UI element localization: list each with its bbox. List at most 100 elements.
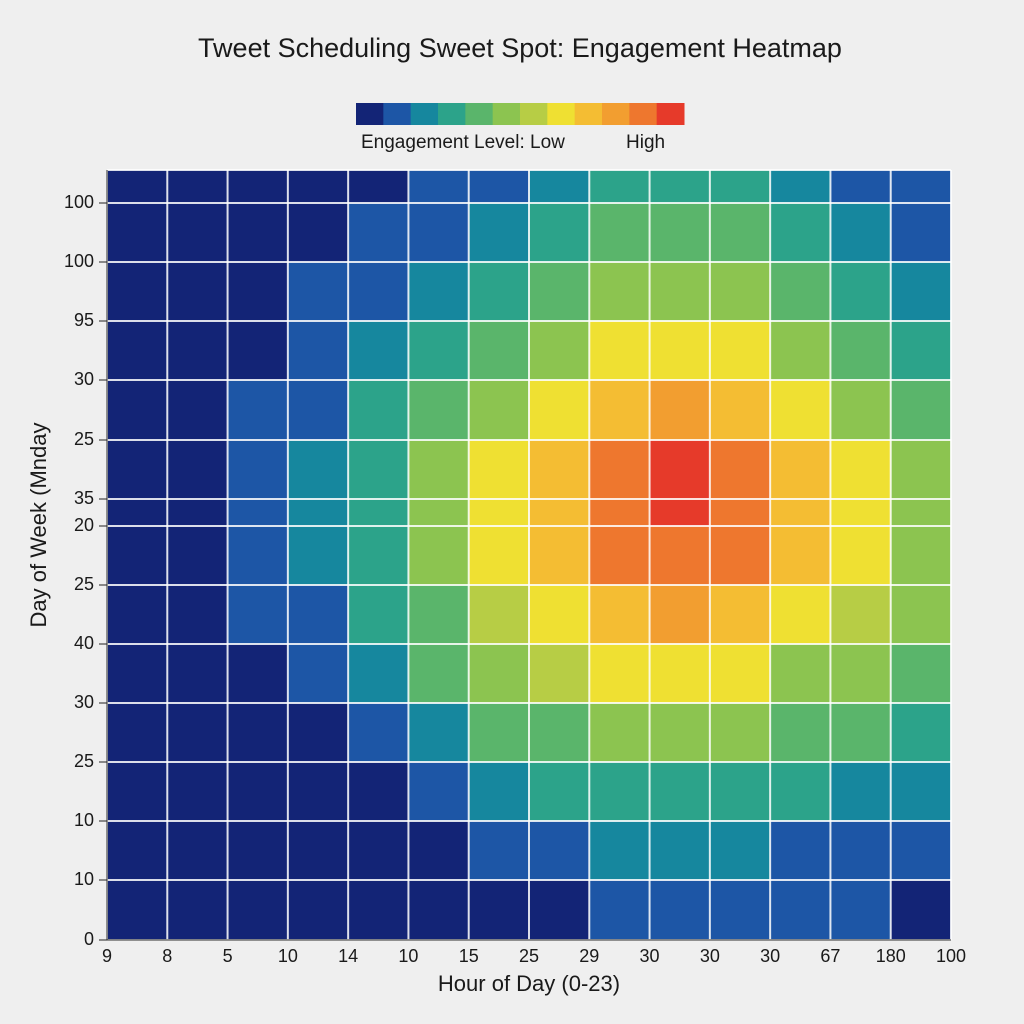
heatmap-cell xyxy=(890,585,951,644)
heatmap-cell xyxy=(709,499,771,526)
heatmap-cell xyxy=(589,703,650,762)
heatmap-cell xyxy=(770,585,831,644)
heatmap-cell xyxy=(649,880,710,940)
heatmap-cell xyxy=(589,262,650,321)
heatmap-cell xyxy=(287,380,349,440)
heatmap-cell xyxy=(167,644,228,703)
heatmap-cell xyxy=(468,321,529,380)
heatmap-cell xyxy=(287,203,349,262)
colorbar-swatch xyxy=(356,103,384,125)
heatmap-cell xyxy=(227,703,288,762)
heatmap-cell xyxy=(589,526,650,585)
heatmap-cell xyxy=(167,526,228,585)
heatmap-cell xyxy=(348,526,409,585)
legend-low-label: Engagement Level: Low xyxy=(361,132,565,153)
heatmap-cell xyxy=(709,821,771,880)
heatmap-cell xyxy=(649,644,710,703)
heatmap-cell xyxy=(830,762,891,821)
heatmap-cell xyxy=(589,203,650,262)
heatmap-cell xyxy=(830,170,891,203)
heatmap-cell xyxy=(167,203,228,262)
heatmap-cell xyxy=(830,821,891,880)
legend-high-label: High xyxy=(626,132,665,153)
heatmap-cell xyxy=(408,880,469,940)
heatmap-cell xyxy=(107,526,168,585)
heatmap-cell xyxy=(890,644,951,703)
heatmap-cell xyxy=(227,499,288,526)
heatmap-cell xyxy=(529,644,590,703)
heatmap-cell xyxy=(167,762,228,821)
heatmap-cell xyxy=(348,821,409,880)
y-tick-label: 0 xyxy=(84,929,94,949)
heatmap-cell xyxy=(107,499,168,526)
heatmap-cell xyxy=(408,585,469,644)
heatmap-cell xyxy=(830,262,891,321)
x-tick-label: 9 xyxy=(102,946,112,966)
heatmap-cell xyxy=(770,262,831,321)
heatmap-cell xyxy=(107,262,168,321)
heatmap-cell xyxy=(830,203,891,262)
x-tick-label: 30 xyxy=(700,946,720,966)
heatmap-cell xyxy=(107,170,168,203)
heatmap-cell xyxy=(408,321,469,380)
x-tick-label: 8 xyxy=(162,946,172,966)
y-tick-label: 40 xyxy=(74,633,94,653)
heatmap-cell xyxy=(408,821,469,880)
heatmap-cell xyxy=(890,170,951,203)
heatmap-cell xyxy=(770,821,831,880)
x-tick-label: 25 xyxy=(519,946,539,966)
y-tick-label: 10 xyxy=(74,869,94,889)
heatmap-cell xyxy=(529,380,590,440)
heatmap-cell xyxy=(167,880,228,940)
colorbar-swatch xyxy=(383,103,412,125)
heatmap-cell xyxy=(529,203,590,262)
heatmap-cell xyxy=(890,821,951,880)
x-tick-label: 10 xyxy=(398,946,418,966)
x-tick-label: 29 xyxy=(579,946,599,966)
heatmap-cell xyxy=(529,526,590,585)
x-tick-label: 30 xyxy=(640,946,660,966)
heatmap-cell xyxy=(468,644,529,703)
heatmap-cell xyxy=(227,585,288,644)
heatmap-cell xyxy=(227,440,288,499)
heatmap-cell xyxy=(287,262,349,321)
heatmap-cell xyxy=(107,585,168,644)
y-tick-label: 25 xyxy=(74,751,94,771)
heatmap-cell xyxy=(167,321,228,380)
heatmap-cell xyxy=(770,526,831,585)
x-tick-label: 180 xyxy=(876,946,906,966)
heatmap-cell xyxy=(287,321,349,380)
heatmap-cell xyxy=(649,526,710,585)
heatmap-cell xyxy=(167,499,228,526)
heatmap-cell xyxy=(348,499,409,526)
heatmap-cell xyxy=(830,499,891,526)
heatmap-cell xyxy=(107,762,168,821)
heatmap-cell xyxy=(287,440,349,499)
heatmap-cell xyxy=(649,203,710,262)
heatmap-cell xyxy=(529,440,590,499)
heatmap-cell xyxy=(227,880,288,940)
heatmap-cell xyxy=(167,821,228,880)
heatmap-cell xyxy=(167,440,228,499)
heatmap-cell xyxy=(890,703,951,762)
heatmap-cell xyxy=(107,880,168,940)
colorbar-swatch xyxy=(574,103,603,125)
x-tick-label: 5 xyxy=(223,946,233,966)
heatmap-cell xyxy=(589,440,650,499)
heatmap-cell xyxy=(167,585,228,644)
heatmap-cell xyxy=(408,203,469,262)
heatmap-cell xyxy=(649,321,710,380)
heatmap-cell xyxy=(408,262,469,321)
heatmap-cell xyxy=(468,262,529,321)
heatmap-cell xyxy=(408,170,469,203)
x-tick-label: 30 xyxy=(760,946,780,966)
colorbar-swatch xyxy=(520,103,548,125)
heatmap-cell xyxy=(770,321,831,380)
heatmap-cell xyxy=(287,585,349,644)
heatmap-cell xyxy=(227,203,288,262)
heatmap-cell xyxy=(770,440,831,499)
heatmap-cell xyxy=(468,703,529,762)
heatmap-cell xyxy=(287,170,349,203)
heatmap-cell xyxy=(770,762,831,821)
heatmap-cell xyxy=(227,170,288,203)
